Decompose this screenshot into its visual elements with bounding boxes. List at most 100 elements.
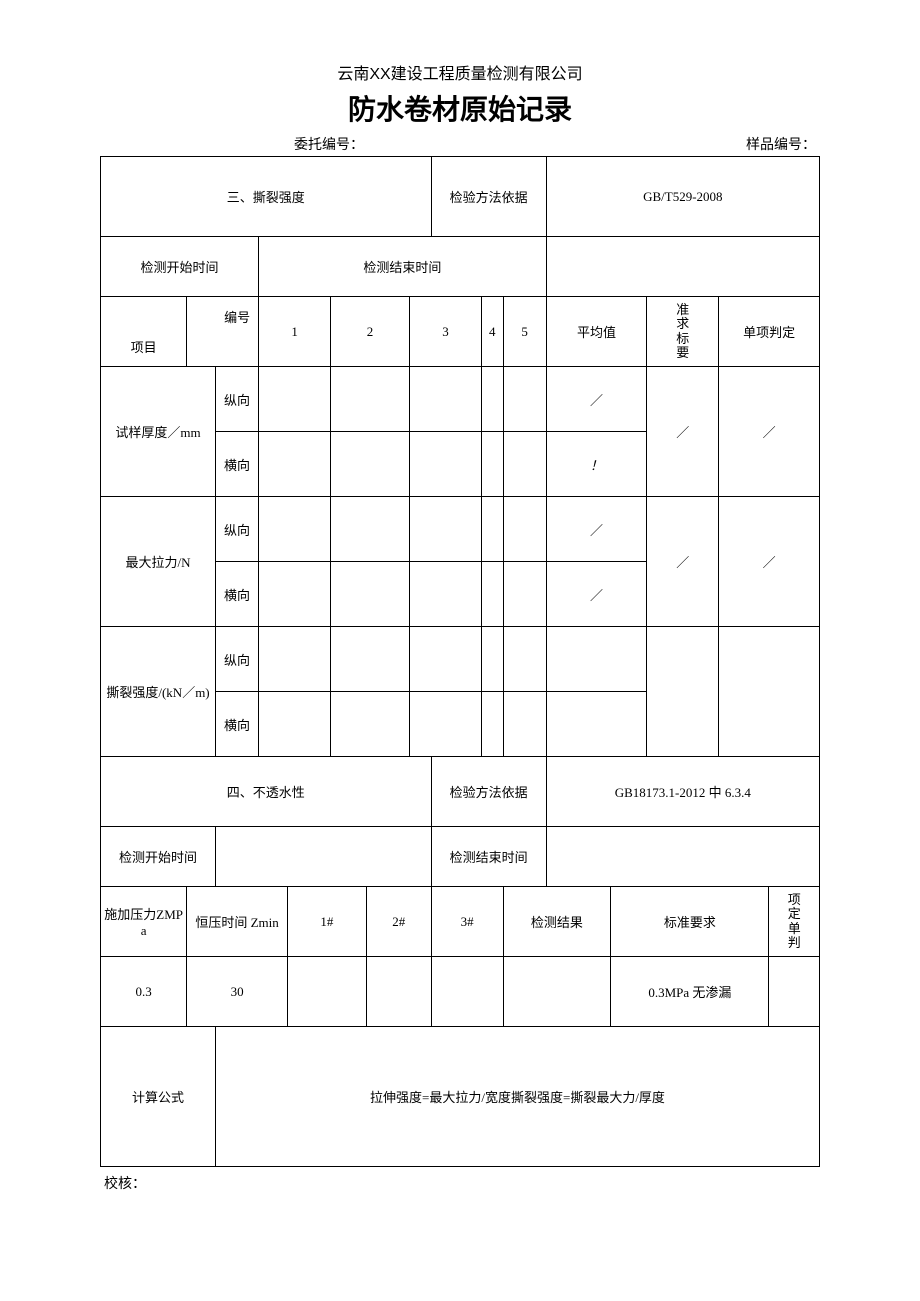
m-l-3 xyxy=(410,497,482,562)
holdtime-label: 恒压时间 Zmin xyxy=(187,887,288,957)
t-l-5 xyxy=(503,367,546,432)
m-l-2 xyxy=(331,497,410,562)
section4-data-row: 0.3 30 0.3MPa 无渗漏 xyxy=(101,957,820,1027)
col-1: 1 xyxy=(259,297,331,367)
te-t-5 xyxy=(503,692,546,757)
col-3: 3 xyxy=(410,297,482,367)
t-t-1 xyxy=(259,432,331,497)
company-xx: XX xyxy=(369,66,390,83)
thickness-label: 试样厚度／mm xyxy=(101,367,216,497)
meta-row: 委托编号： 样品编号： xyxy=(100,134,820,154)
m-t-4 xyxy=(481,562,503,627)
stdreq-val: 0.3MPa 无渗漏 xyxy=(611,957,769,1027)
te-l-2 xyxy=(331,627,410,692)
pressure-label: 施加压力ZMPa xyxy=(101,887,187,957)
section4-start-label: 检测开始时间 xyxy=(101,827,216,887)
formula-label: 计算公式 xyxy=(101,1027,216,1167)
tear-label: 撕裂强度/(kN／m) xyxy=(101,627,216,757)
s3-label: 3# xyxy=(431,887,503,957)
t-std: ／ xyxy=(647,367,719,497)
company-prefix: 云南 xyxy=(337,66,369,83)
std-req-label: 准求标要 xyxy=(647,297,719,367)
commission-no-label: 委托编号： xyxy=(294,134,364,154)
m-l-5 xyxy=(503,497,546,562)
company-suffix: 建设工程质量检测有限公司 xyxy=(391,66,583,83)
formula-text: 拉伸强度=最大拉力/宽度撕裂强度=撕裂最大力/厚度 xyxy=(216,1027,820,1167)
judge-val xyxy=(769,957,820,1027)
m-t-1 xyxy=(259,562,331,627)
section3-end-label: 检测结束时间 xyxy=(259,237,547,297)
t-t-avg: ！ xyxy=(546,432,647,497)
section4-method-value: GB18173.1-2012 中 6.3.4 xyxy=(546,757,819,827)
te-t-3 xyxy=(410,692,482,757)
tear-long: 纵向 xyxy=(216,627,259,692)
m-l-1 xyxy=(259,497,331,562)
tear-long-row: 撕裂强度/(kN／m) 纵向 xyxy=(101,627,820,692)
s3-val xyxy=(431,957,503,1027)
judge-label: 项定单判 xyxy=(769,887,820,957)
section4-title: 四、不透水性 xyxy=(101,757,432,827)
s1-label: 1# xyxy=(287,887,366,957)
maxforce-trans: 横向 xyxy=(216,562,259,627)
result-label: 检测结果 xyxy=(503,887,611,957)
s2-val xyxy=(366,957,431,1027)
section3-title: 三、撕裂强度 xyxy=(101,157,432,237)
t-t-2 xyxy=(331,432,410,497)
section4-start-val xyxy=(216,827,432,887)
pressure-val: 0.3 xyxy=(101,957,187,1027)
t-t-4 xyxy=(481,432,503,497)
single-judge-label: 单项判定 xyxy=(719,297,820,367)
maxforce-long: 纵向 xyxy=(216,497,259,562)
col-5: 5 xyxy=(503,297,546,367)
te-t-2 xyxy=(331,692,410,757)
number-label: 编号 xyxy=(187,297,259,367)
te-l-1 xyxy=(259,627,331,692)
t-judge: ／ xyxy=(719,367,820,497)
t-l-3 xyxy=(410,367,482,432)
section3-method-value: GB/T529-2008 xyxy=(546,157,819,237)
m-t-2 xyxy=(331,562,410,627)
te-t-4 xyxy=(481,692,503,757)
holdtime-val: 30 xyxy=(187,957,288,1027)
te-l-avg xyxy=(546,627,647,692)
page-title: 防水卷材原始记录 xyxy=(100,88,820,128)
result-val xyxy=(503,957,611,1027)
maxforce-label: 最大拉力/N xyxy=(101,497,216,627)
main-table: 三、撕裂强度 检验方法依据 GB/T529-2008 检测开始时间 检测结束时间… xyxy=(100,156,820,1167)
footer-check: 校核： xyxy=(100,1173,820,1193)
section3-start-label: 检测开始时间 xyxy=(101,237,259,297)
section4-end-val xyxy=(546,827,819,887)
te-l-5 xyxy=(503,627,546,692)
maxforce-long-row: 最大拉力/N 纵向 ／ ／ ／ xyxy=(101,497,820,562)
t-t-3 xyxy=(410,432,482,497)
section3-header-row: 三、撕裂强度 检验方法依据 GB/T529-2008 xyxy=(101,157,820,237)
te-t-avg xyxy=(546,692,647,757)
s2-label: 2# xyxy=(366,887,431,957)
t-l-4 xyxy=(481,367,503,432)
te-t-1 xyxy=(259,692,331,757)
m-std: ／ xyxy=(647,497,719,627)
col-2: 2 xyxy=(331,297,410,367)
m-l-4 xyxy=(481,497,503,562)
m-t-avg: ／ xyxy=(546,562,647,627)
m-judge: ／ xyxy=(719,497,820,627)
section3-method-label: 检验方法依据 xyxy=(431,157,546,237)
tear-trans: 横向 xyxy=(216,692,259,757)
section4-header-row: 四、不透水性 检验方法依据 GB18173.1-2012 中 6.3.4 xyxy=(101,757,820,827)
sample-no-label: 样品编号： xyxy=(746,134,816,154)
section4-end-label: 检测结束时间 xyxy=(431,827,546,887)
te-std xyxy=(647,627,719,757)
t-l-1 xyxy=(259,367,331,432)
thickness-long: 纵向 xyxy=(216,367,259,432)
te-judge xyxy=(719,627,820,757)
company-name: 云南XX建设工程质量检测有限公司 xyxy=(100,60,820,84)
t-t-5 xyxy=(503,432,546,497)
t-l-2 xyxy=(331,367,410,432)
s1-val xyxy=(287,957,366,1027)
avg-label: 平均值 xyxy=(546,297,647,367)
formula-row: 计算公式 拉伸强度=最大拉力/宽度撕裂强度=撕裂最大力/厚度 xyxy=(101,1027,820,1167)
te-l-4 xyxy=(481,627,503,692)
section4-method-label: 检验方法依据 xyxy=(431,757,546,827)
section3-col-header: 项目 编号 1 2 3 4 5 平均值 准求标要 单项判定 xyxy=(101,297,820,367)
te-l-3 xyxy=(410,627,482,692)
